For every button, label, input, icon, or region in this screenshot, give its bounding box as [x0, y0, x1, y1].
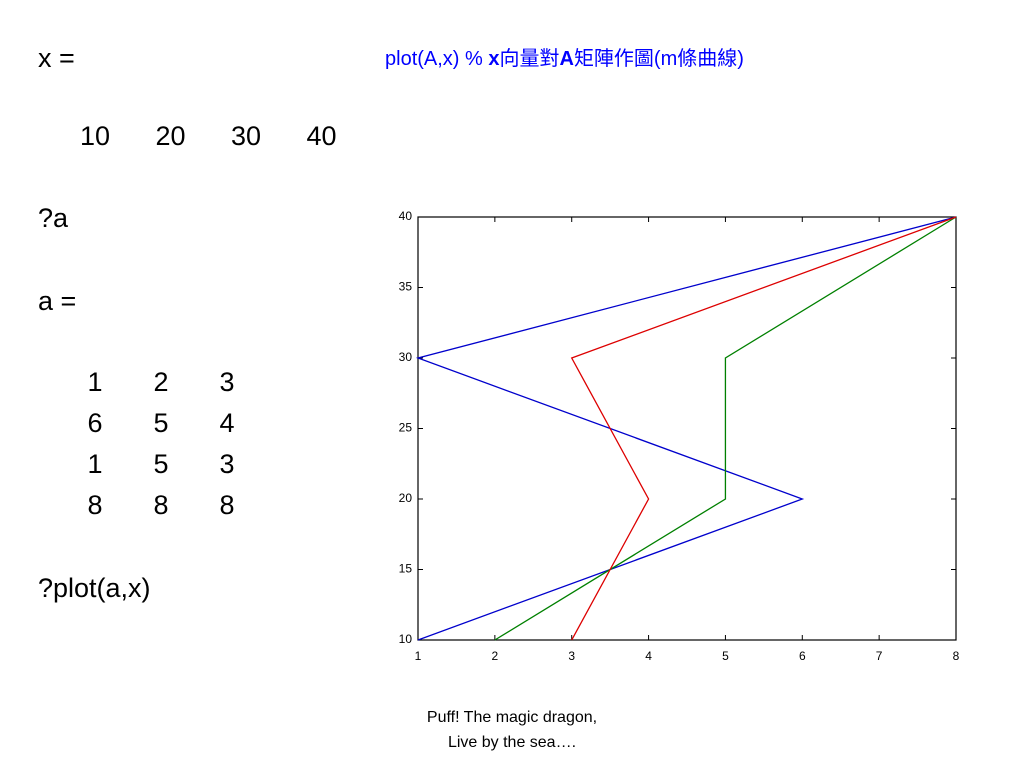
y-tick-label: 40 — [399, 209, 413, 223]
matrix-value: 6 — [87, 408, 102, 438]
x-tick-label: 2 — [492, 649, 499, 663]
a-label: a = — [38, 286, 76, 316]
y-tick-label: 25 — [399, 421, 413, 435]
caption: Live by the sea…. — [448, 734, 576, 751]
x-tick-label: 3 — [568, 649, 575, 663]
vector-value: 40 — [306, 121, 336, 151]
matrix-value: 5 — [153, 449, 168, 479]
title-part: 向量對 — [499, 47, 559, 70]
data-line — [494, 216, 957, 641]
matrix-value: 1 — [87, 449, 102, 479]
x-label: x = — [38, 43, 75, 73]
vector-value: 10 — [80, 121, 110, 151]
matrix-value: 8 — [153, 490, 168, 520]
matrix-value: 3 — [219, 449, 234, 479]
caption: Puff! The magic dragon, — [427, 709, 597, 726]
matrix-value: 8 — [87, 490, 102, 520]
vector-value: 30 — [231, 121, 261, 151]
title-part: x — [488, 48, 499, 70]
matrix-value: 1 — [87, 367, 102, 397]
title-part: A — [559, 48, 573, 70]
y-tick-label: 20 — [399, 491, 413, 505]
y-tick-label: 15 — [399, 562, 413, 576]
title-part: 矩陣作圖(m條曲線) — [574, 47, 744, 70]
x-tick-label: 5 — [722, 649, 729, 663]
x-tick-label: 6 — [799, 649, 806, 663]
y-tick-label: 30 — [399, 350, 413, 364]
x-tick-label: 7 — [876, 649, 883, 663]
y-tick-label: 10 — [399, 632, 413, 646]
command: ?a — [38, 203, 69, 233]
matrix-value: 4 — [219, 408, 234, 438]
command: ?plot(a,x) — [38, 573, 151, 603]
vector-value: 20 — [155, 121, 185, 151]
data-line — [570, 216, 957, 641]
x-tick-label: 8 — [953, 649, 960, 663]
x-tick-label: 4 — [645, 649, 652, 663]
matrix-value: 8 — [219, 490, 234, 520]
slide-title: plot(A,x) % x向量對A矩陣作圖(m條曲線) — [385, 47, 744, 70]
data-line — [415, 216, 957, 641]
title-part: plot(A,x) % — [385, 48, 488, 70]
matrix-value: 2 — [153, 367, 168, 397]
x-tick-label: 1 — [415, 649, 422, 663]
matrix-value: 3 — [219, 367, 234, 397]
plot-frame — [417, 216, 957, 641]
matrix-value: 5 — [153, 408, 168, 438]
y-tick-label: 35 — [399, 280, 413, 294]
